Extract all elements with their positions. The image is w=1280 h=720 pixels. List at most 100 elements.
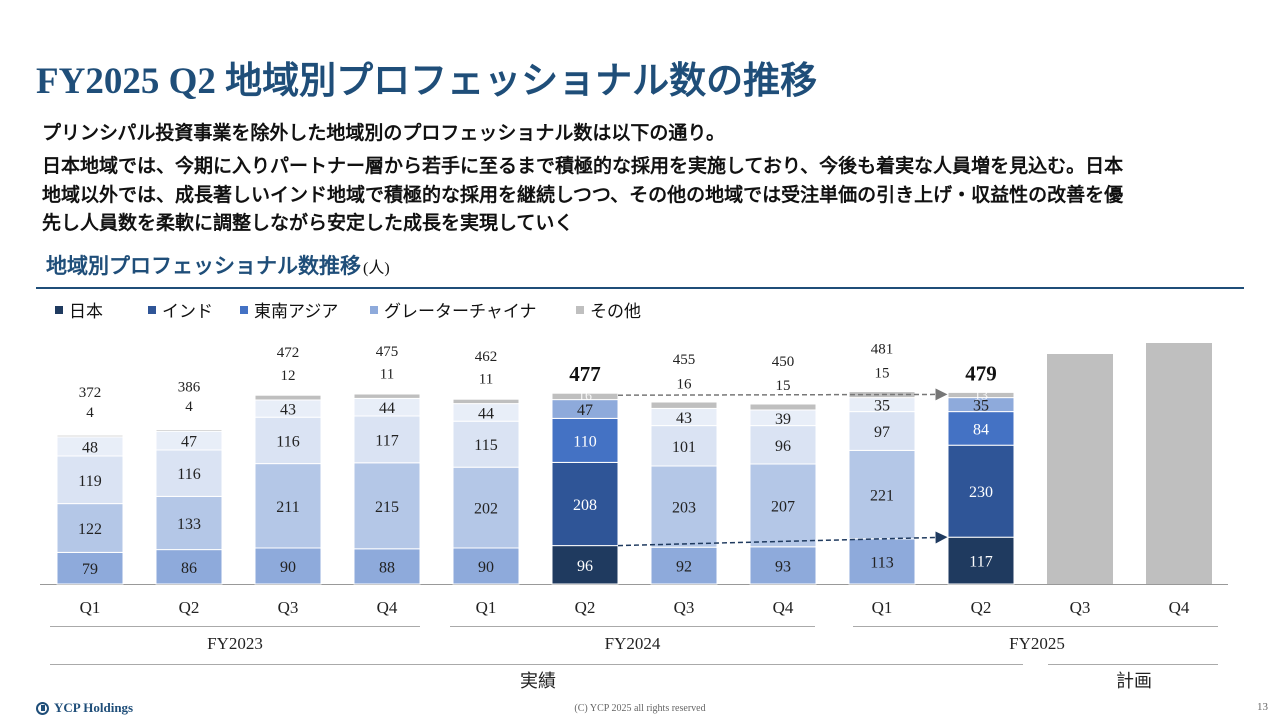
- data-label: 35: [973, 398, 989, 415]
- data-label: 207: [771, 498, 795, 515]
- page-number: 13: [1257, 701, 1268, 713]
- bar-segment: [155, 495, 223, 551]
- total-label: 472: [277, 345, 300, 361]
- data-label: 133: [177, 516, 201, 533]
- detail-paragraph-line-2: 地域以外では、成長著しいインド地域で積極的な採用を継続しつつ、その他の地域では受…: [42, 185, 1124, 206]
- data-label: 15: [776, 378, 791, 394]
- chart-subtitle: 地域別プロフェッショナル数推移 (人): [46, 250, 390, 280]
- bar-segment: [452, 420, 520, 468]
- data-label: 101: [672, 439, 696, 456]
- page-title: FY2025 Q2 地域別プロフェッショナル数の推移: [36, 61, 818, 102]
- data-label: 221: [870, 488, 894, 505]
- company-logo-text: YCP Holdings: [54, 700, 134, 715]
- x-tick-label: Q1: [80, 598, 101, 617]
- legend-label: インド: [162, 302, 213, 321]
- x-tick-label: Q1: [872, 598, 893, 617]
- legend-swatch: [148, 306, 156, 314]
- x-tick-label: Q3: [278, 598, 299, 617]
- bar-segment: [353, 462, 421, 550]
- data-label: 47: [181, 434, 197, 451]
- data-label: 119: [78, 473, 101, 490]
- total-label: 386: [178, 380, 201, 396]
- data-label: 122: [78, 521, 102, 538]
- data-label: 84: [973, 421, 989, 438]
- data-label: 44: [478, 405, 494, 422]
- data-label: 43: [676, 410, 692, 427]
- data-label: 96: [577, 558, 593, 575]
- total-label: 450: [772, 354, 795, 370]
- x-tick-label: Q4: [377, 598, 398, 617]
- data-label: 11: [380, 366, 394, 382]
- bar-segment: [947, 536, 1015, 585]
- data-label: 202: [474, 501, 498, 518]
- x-tick-label: Q3: [1070, 598, 1091, 617]
- total-comparison-arrow: [617, 388, 948, 401]
- bar-segment: [650, 546, 718, 585]
- total-label: 372: [79, 385, 102, 401]
- data-label: 208: [573, 497, 597, 514]
- bar-segment: [848, 538, 916, 585]
- data-label: 97: [874, 424, 890, 441]
- copyright: (C) YCP 2025 all rights reserved: [574, 703, 706, 714]
- x-tick-label: Q2: [179, 598, 200, 617]
- detail-paragraph-line-1: 日本地域では、今期に入りパートナー層から若手に至るまで積極的な採用を実施しており…: [42, 156, 1124, 177]
- legend-label: グレーターチャイナ: [384, 302, 537, 321]
- bar-segment: [56, 503, 124, 553]
- legend-swatch: [240, 306, 248, 314]
- bar-segment: [56, 551, 124, 585]
- x-tick-label: Q4: [1169, 598, 1190, 617]
- bar-segment: [749, 403, 817, 411]
- data-label: 11: [479, 372, 493, 388]
- x-tick-label: Q3: [674, 598, 695, 617]
- data-label: 79: [82, 561, 98, 578]
- bar-segment: [848, 449, 916, 540]
- fiscal-year-label: FY2024: [605, 634, 661, 653]
- bar-segment: [155, 549, 223, 585]
- data-label: 230: [969, 484, 993, 501]
- plan-bar: [1146, 343, 1212, 584]
- data-label: 116: [276, 433, 299, 450]
- bar-segment: [56, 434, 124, 438]
- chart-subtitle-text: 地域別プロフェッショナル数推移: [46, 254, 361, 278]
- data-label: 43: [280, 402, 296, 419]
- data-label: 115: [474, 437, 497, 454]
- data-label: 215: [375, 499, 399, 516]
- bar-segment: [452, 398, 520, 405]
- legend-label: その他: [590, 302, 641, 321]
- data-label: 48: [82, 439, 98, 456]
- total-label: 475: [376, 344, 399, 360]
- data-label: 90: [478, 559, 494, 576]
- bar-segment: [848, 411, 916, 451]
- legend-swatch: [55, 306, 63, 314]
- data-label: 88: [379, 559, 395, 576]
- total-label: 481: [871, 342, 894, 358]
- total-label: 477: [569, 362, 601, 386]
- period-type-label: 計画: [1116, 671, 1152, 691]
- bar-segment: [254, 416, 322, 465]
- bar-segment: [749, 546, 817, 585]
- bar-segment: [749, 425, 817, 465]
- bar-segment: [551, 545, 619, 585]
- fiscal-year-label: FY2023: [207, 634, 263, 653]
- intro-paragraph: プリンシパル投資事業を除外した地域別のプロフェッショナル数は以下の通り。: [42, 123, 726, 144]
- detail-paragraph-line-3: 先し人員数を柔軟に調整しながら安定した成長を実現していく: [42, 213, 574, 234]
- bar-segment: [749, 463, 817, 548]
- data-label: 47: [577, 402, 593, 419]
- data-label: 90: [280, 559, 296, 576]
- logo-icon: [36, 701, 49, 715]
- bar-segment: [254, 463, 322, 549]
- bar-segment: [353, 393, 421, 399]
- data-label: 93: [775, 558, 791, 575]
- bar-segment: [155, 429, 223, 432]
- data-label: 35: [874, 398, 890, 415]
- subtitle-rule: [36, 287, 1244, 289]
- data-label: 117: [969, 554, 992, 571]
- legend-swatch: [576, 306, 584, 314]
- bar-segment: [353, 548, 421, 585]
- bar-segment: [650, 465, 718, 548]
- company-logo: YCP Holdings: [36, 700, 133, 716]
- data-label: 116: [177, 466, 200, 483]
- japan-comparison-arrow: [617, 531, 948, 547]
- data-label: 211: [276, 499, 299, 516]
- x-tick-label: Q2: [971, 598, 992, 617]
